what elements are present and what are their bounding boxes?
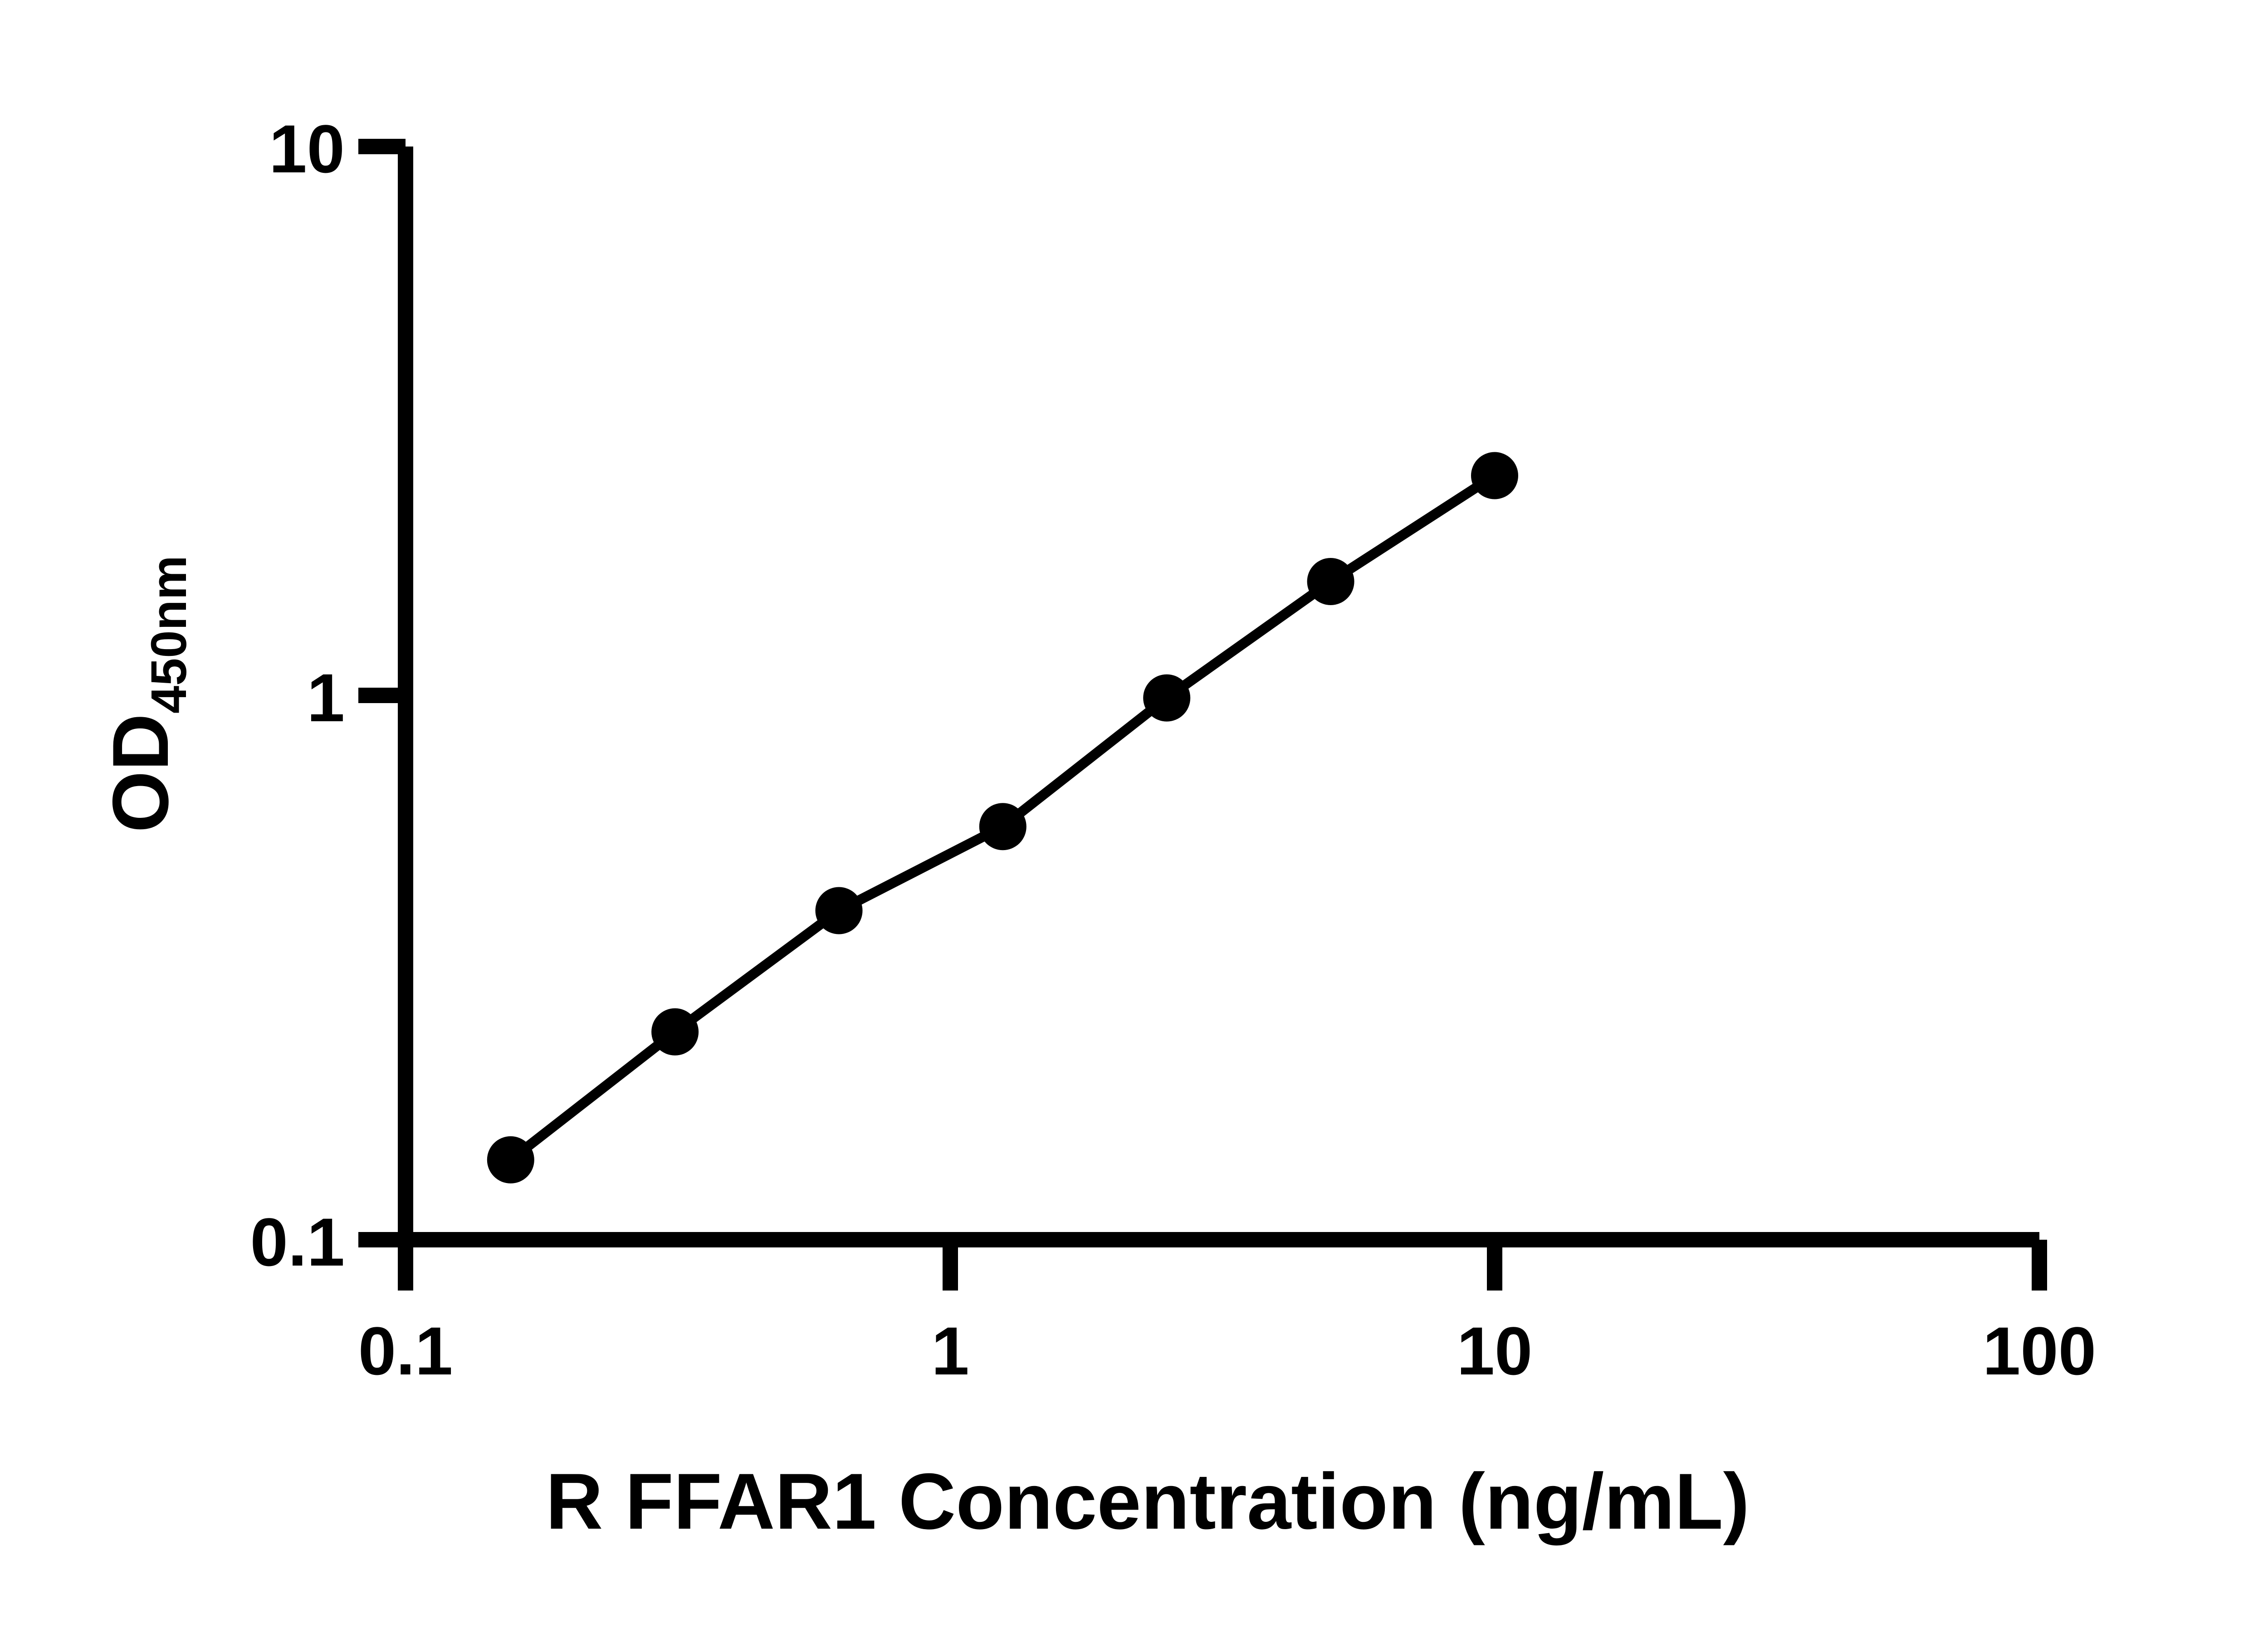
data-point [815, 887, 863, 934]
y-tick-label-1: 1 [307, 660, 345, 736]
y-axis-ticks [358, 139, 406, 1247]
y-tick-label-10: 10 [269, 111, 345, 187]
data-series-markers [487, 452, 1518, 1183]
x-tick-label-1: 1 [931, 1313, 969, 1389]
data-point [487, 1136, 534, 1183]
data-point [651, 1008, 699, 1056]
x-tick-label-10: 10 [1457, 1313, 1533, 1389]
data-point [1307, 558, 1354, 605]
x-axis-ticks [398, 1240, 2047, 1291]
x-axis-title: R FFAR1 Concentration (ng/mL) [546, 1457, 1750, 1546]
data-point [1471, 452, 1518, 499]
y-axis-title: OD450nm [97, 555, 197, 832]
data-point [1143, 674, 1191, 722]
y-axis-title-sub: 450nm [141, 555, 197, 714]
data-point [979, 803, 1026, 851]
y-tick-label-0p1: 0.1 [250, 1204, 345, 1280]
x-tick-label-100: 100 [1983, 1313, 2096, 1389]
x-tick-label-0p1: 0.1 [358, 1313, 453, 1389]
y-axis-title-main: OD [97, 714, 185, 833]
y-axis-title-text: OD450nm [97, 555, 197, 832]
